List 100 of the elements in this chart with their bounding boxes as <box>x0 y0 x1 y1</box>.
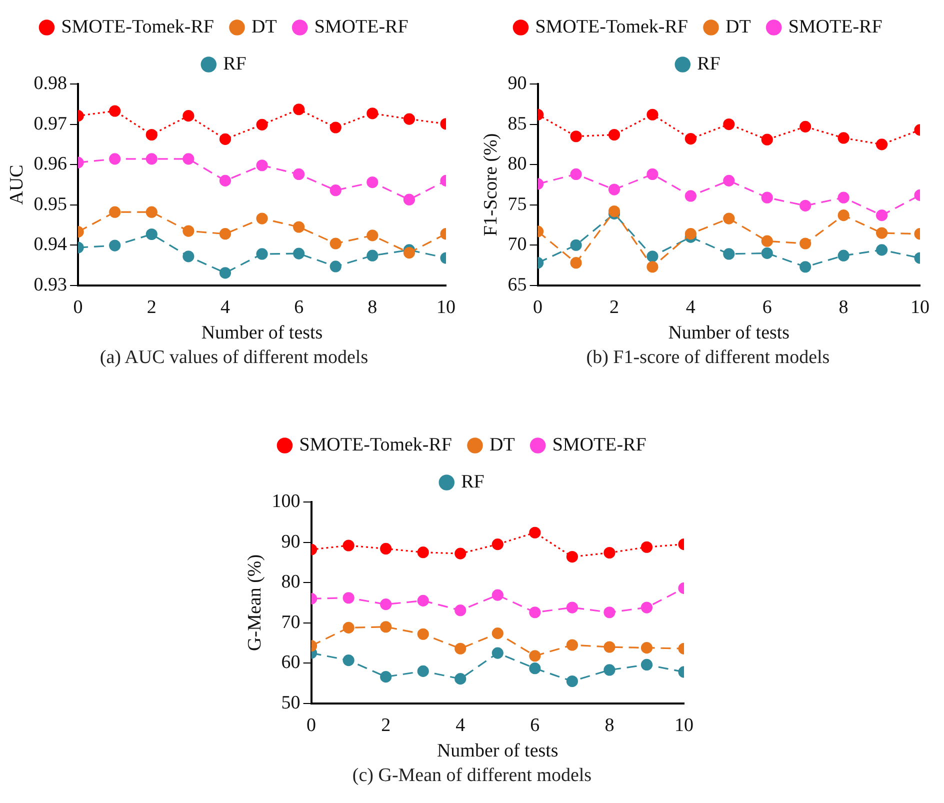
point <box>417 546 429 558</box>
point <box>403 113 416 125</box>
point <box>109 105 121 117</box>
point <box>256 212 268 224</box>
point <box>876 138 888 150</box>
point <box>256 248 268 260</box>
point <box>838 210 850 222</box>
point <box>219 267 232 279</box>
y-tick-label: 65 <box>508 274 527 296</box>
point <box>330 184 342 196</box>
y-tick-label: 0.95 <box>34 194 68 215</box>
point <box>529 526 541 538</box>
point <box>380 542 392 555</box>
x-tick-label: 6 <box>294 296 304 318</box>
point <box>380 621 392 633</box>
point <box>182 110 194 122</box>
text: (b) F1-score of different models <box>585 347 831 369</box>
point <box>417 628 429 640</box>
point <box>640 658 653 671</box>
x-tick-label: 8 <box>604 714 614 736</box>
point <box>608 205 620 218</box>
x-tick-label: 10 <box>436 296 456 318</box>
x-tick-label: 2 <box>146 296 156 318</box>
point <box>876 244 888 256</box>
y-axis-title: G-Mean (%) <box>244 554 266 651</box>
point <box>608 128 620 141</box>
x-tick-label: 8 <box>368 296 378 318</box>
point <box>219 174 232 186</box>
point <box>293 248 305 260</box>
point <box>876 210 888 222</box>
legend-label: RF <box>697 53 720 74</box>
y-tick-label: 70 <box>508 234 527 256</box>
x-tick-label: 4 <box>686 296 696 318</box>
legend-label: RF <box>223 53 246 74</box>
x-tick-label: 4 <box>220 296 230 318</box>
point <box>761 192 773 204</box>
y-tick-label: 0.96 <box>34 154 68 175</box>
point <box>417 665 429 677</box>
y-tick-label: 0.93 <box>34 274 68 296</box>
point <box>146 128 158 141</box>
point <box>380 671 392 683</box>
point <box>640 541 653 553</box>
legend-label: SMOTE-RF <box>552 434 646 456</box>
point <box>684 190 696 202</box>
legend-label: SMOTE-RF <box>788 16 882 38</box>
legend-label: RF <box>461 471 484 492</box>
x-tick-label: 4 <box>456 714 466 736</box>
point <box>146 153 158 165</box>
x-axis-title: Number of tests <box>201 322 323 344</box>
point <box>330 238 342 250</box>
point <box>109 153 121 165</box>
y-tick-label: 0.98 <box>34 72 68 94</box>
point <box>646 250 658 262</box>
point <box>800 238 812 250</box>
point <box>293 168 305 180</box>
point <box>256 160 268 172</box>
x-tick-label: 0 <box>533 296 543 318</box>
x-tick-label: 10 <box>910 296 930 318</box>
y-tick-label: 100 <box>272 490 300 512</box>
point <box>219 228 232 240</box>
point <box>529 650 541 662</box>
x-tick-label: 0 <box>306 714 316 736</box>
point <box>570 130 582 142</box>
legend-label: DT <box>251 16 278 38</box>
point <box>640 602 653 614</box>
y-tick-label: 60 <box>281 652 300 674</box>
legend-label: SMOTE-Tomek-RF <box>299 434 452 456</box>
legend-label: SMOTE-Tomek-RF <box>535 16 688 38</box>
point <box>608 184 620 196</box>
point <box>566 602 578 614</box>
point <box>366 250 378 262</box>
x-tick-label: 8 <box>838 296 848 318</box>
point <box>566 639 578 651</box>
point <box>366 230 378 242</box>
point <box>417 594 429 606</box>
point <box>454 548 466 560</box>
point <box>182 225 194 237</box>
point <box>492 647 504 659</box>
x-tick-label: 6 <box>762 296 772 318</box>
point <box>684 228 696 240</box>
point <box>219 133 232 145</box>
text: (a) AUC values of different models <box>98 347 370 369</box>
point <box>566 675 578 688</box>
point <box>876 227 888 239</box>
legend-label: DT <box>489 434 516 456</box>
point <box>182 153 194 165</box>
point <box>723 212 735 224</box>
point <box>146 228 158 240</box>
point <box>566 550 578 563</box>
x-tick-label: 2 <box>609 296 619 318</box>
point <box>403 246 416 259</box>
point <box>380 598 392 610</box>
point <box>604 641 616 653</box>
point <box>342 654 354 666</box>
point <box>330 122 342 134</box>
y-tick-label: 75 <box>508 194 527 215</box>
y-tick-label: 85 <box>508 113 527 134</box>
legend-label: SMOTE-RF <box>314 16 408 38</box>
point <box>256 118 268 130</box>
point <box>454 604 466 616</box>
